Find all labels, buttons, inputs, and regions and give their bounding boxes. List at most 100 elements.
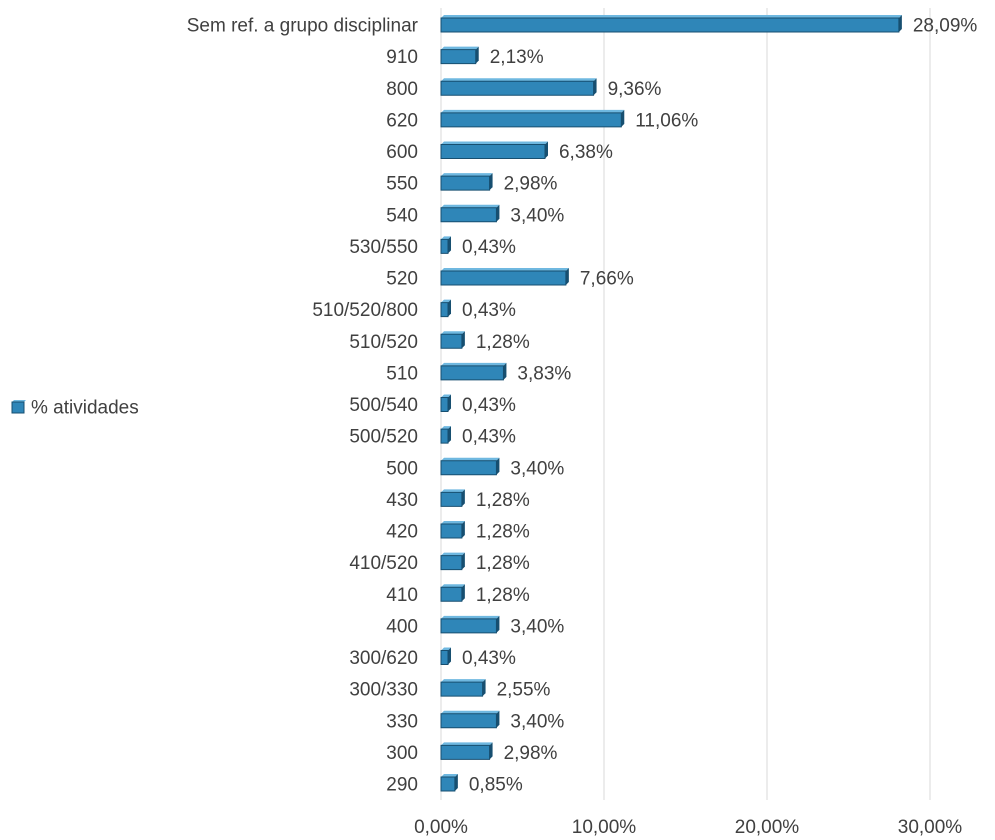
data-label: 3,40% bbox=[510, 711, 564, 732]
bar-top-face bbox=[441, 109, 625, 113]
legend-swatch bbox=[11, 401, 25, 414]
bar-top-face bbox=[441, 521, 465, 524]
bar-top-face bbox=[441, 46, 479, 50]
bar-side-face bbox=[489, 742, 493, 760]
data-label: 1,28% bbox=[476, 522, 530, 543]
bar-side-face bbox=[461, 521, 465, 538]
bar-front-face bbox=[440, 776, 456, 792]
category-label: 510 bbox=[386, 363, 418, 384]
data-label: 1,28% bbox=[476, 585, 530, 606]
bar-front-face bbox=[440, 491, 463, 507]
bar bbox=[440, 710, 500, 729]
data-label: 0,85% bbox=[469, 775, 523, 796]
bar bbox=[440, 774, 458, 792]
bar bbox=[440, 299, 452, 318]
x-axis: 0,00% 10,00% 20,00% 30,00% bbox=[414, 817, 962, 838]
x-tick-label: 20,00% bbox=[735, 817, 800, 838]
data-label: 2,55% bbox=[497, 680, 551, 701]
category-label: 410/520 bbox=[349, 553, 418, 574]
bar-side-face bbox=[448, 299, 452, 317]
bar-side-face bbox=[448, 236, 452, 254]
bar-front-face bbox=[440, 238, 449, 254]
category-label: 290 bbox=[386, 775, 418, 796]
bar-top-face bbox=[441, 552, 465, 556]
bar bbox=[440, 521, 465, 539]
bar-front-face bbox=[440, 80, 595, 96]
bar-side-face bbox=[461, 552, 465, 570]
category-label: 620 bbox=[386, 110, 418, 131]
bar bbox=[440, 204, 500, 223]
bar-side-face bbox=[496, 710, 500, 728]
x-tick-label: 30,00% bbox=[898, 817, 963, 838]
data-label: 0,43% bbox=[462, 237, 516, 258]
bar bbox=[440, 78, 597, 96]
data-label: 1,28% bbox=[476, 332, 530, 353]
bar bbox=[440, 552, 465, 571]
category-label: 500/540 bbox=[349, 395, 418, 416]
bar-front-face bbox=[440, 713, 497, 729]
bar bbox=[440, 615, 500, 634]
bar-side-face bbox=[503, 362, 507, 380]
legend: % atividades bbox=[11, 398, 139, 419]
category-label: 420 bbox=[386, 522, 418, 543]
category-label: 510/520 bbox=[349, 332, 418, 353]
category-label: 330 bbox=[386, 711, 418, 732]
bar-side-face bbox=[496, 204, 500, 222]
bar-front-face bbox=[440, 460, 497, 476]
category-label: 300/330 bbox=[349, 680, 418, 701]
data-label: 2,98% bbox=[504, 743, 558, 764]
data-label: 2,98% bbox=[504, 174, 558, 195]
bar-top-face bbox=[441, 679, 486, 683]
bar bbox=[440, 331, 465, 349]
data-label: 11,06% bbox=[635, 110, 698, 131]
category-label: 800 bbox=[386, 79, 418, 100]
bar-top-face bbox=[441, 173, 493, 177]
bar-front-face bbox=[440, 618, 497, 634]
bar bbox=[440, 426, 452, 444]
bar-front-face bbox=[440, 397, 449, 412]
data-label: 0,43% bbox=[462, 395, 516, 416]
category-label: 520 bbox=[386, 269, 418, 290]
data-labels: 0,85% 2,98% 3,40% 2,55% 0,43% 3,40% 1,28% 1,28%… bbox=[462, 16, 977, 796]
data-label: 2,13% bbox=[490, 47, 544, 68]
bar-top-face bbox=[441, 426, 452, 430]
bar-front-face bbox=[440, 207, 497, 223]
bar-side-face bbox=[565, 268, 569, 285]
x-tick-label: 0,00% bbox=[414, 817, 468, 838]
bar-top-face bbox=[441, 15, 902, 18]
data-label: 3,83% bbox=[517, 363, 571, 384]
bar bbox=[440, 584, 465, 602]
bar-top-face bbox=[441, 647, 452, 651]
data-label: 3,40% bbox=[510, 616, 564, 637]
bar-front-face bbox=[440, 586, 463, 602]
category-label: 300/620 bbox=[349, 648, 418, 669]
bar-top-face bbox=[441, 489, 465, 493]
category-label: 540 bbox=[386, 205, 418, 226]
bar-front-face bbox=[440, 365, 504, 381]
category-label: 300 bbox=[386, 743, 418, 764]
bar-top-face bbox=[441, 584, 465, 588]
bar-side-face bbox=[461, 584, 465, 602]
bar-front-face bbox=[440, 175, 491, 191]
bar-side-face bbox=[448, 426, 452, 444]
bar bbox=[440, 109, 625, 128]
data-label: 28,09% bbox=[913, 16, 978, 37]
bar-side-face bbox=[482, 679, 486, 697]
bar bbox=[440, 394, 452, 412]
bar-top-face bbox=[441, 141, 548, 145]
bar-side-face bbox=[544, 141, 548, 159]
bar-front-face bbox=[440, 333, 463, 349]
bar-side-face bbox=[593, 78, 597, 96]
bar-front-face bbox=[440, 523, 463, 539]
bar bbox=[440, 489, 465, 507]
bar-front-face bbox=[440, 112, 622, 128]
category-label: 500/520 bbox=[349, 427, 418, 448]
category-label: 500 bbox=[386, 458, 418, 479]
data-label: 1,28% bbox=[476, 490, 530, 511]
bar bbox=[440, 362, 507, 381]
bar-front-face bbox=[440, 681, 484, 697]
bar-side-face bbox=[475, 46, 479, 64]
category-label: Sem ref. a grupo disciplinar bbox=[187, 16, 419, 37]
